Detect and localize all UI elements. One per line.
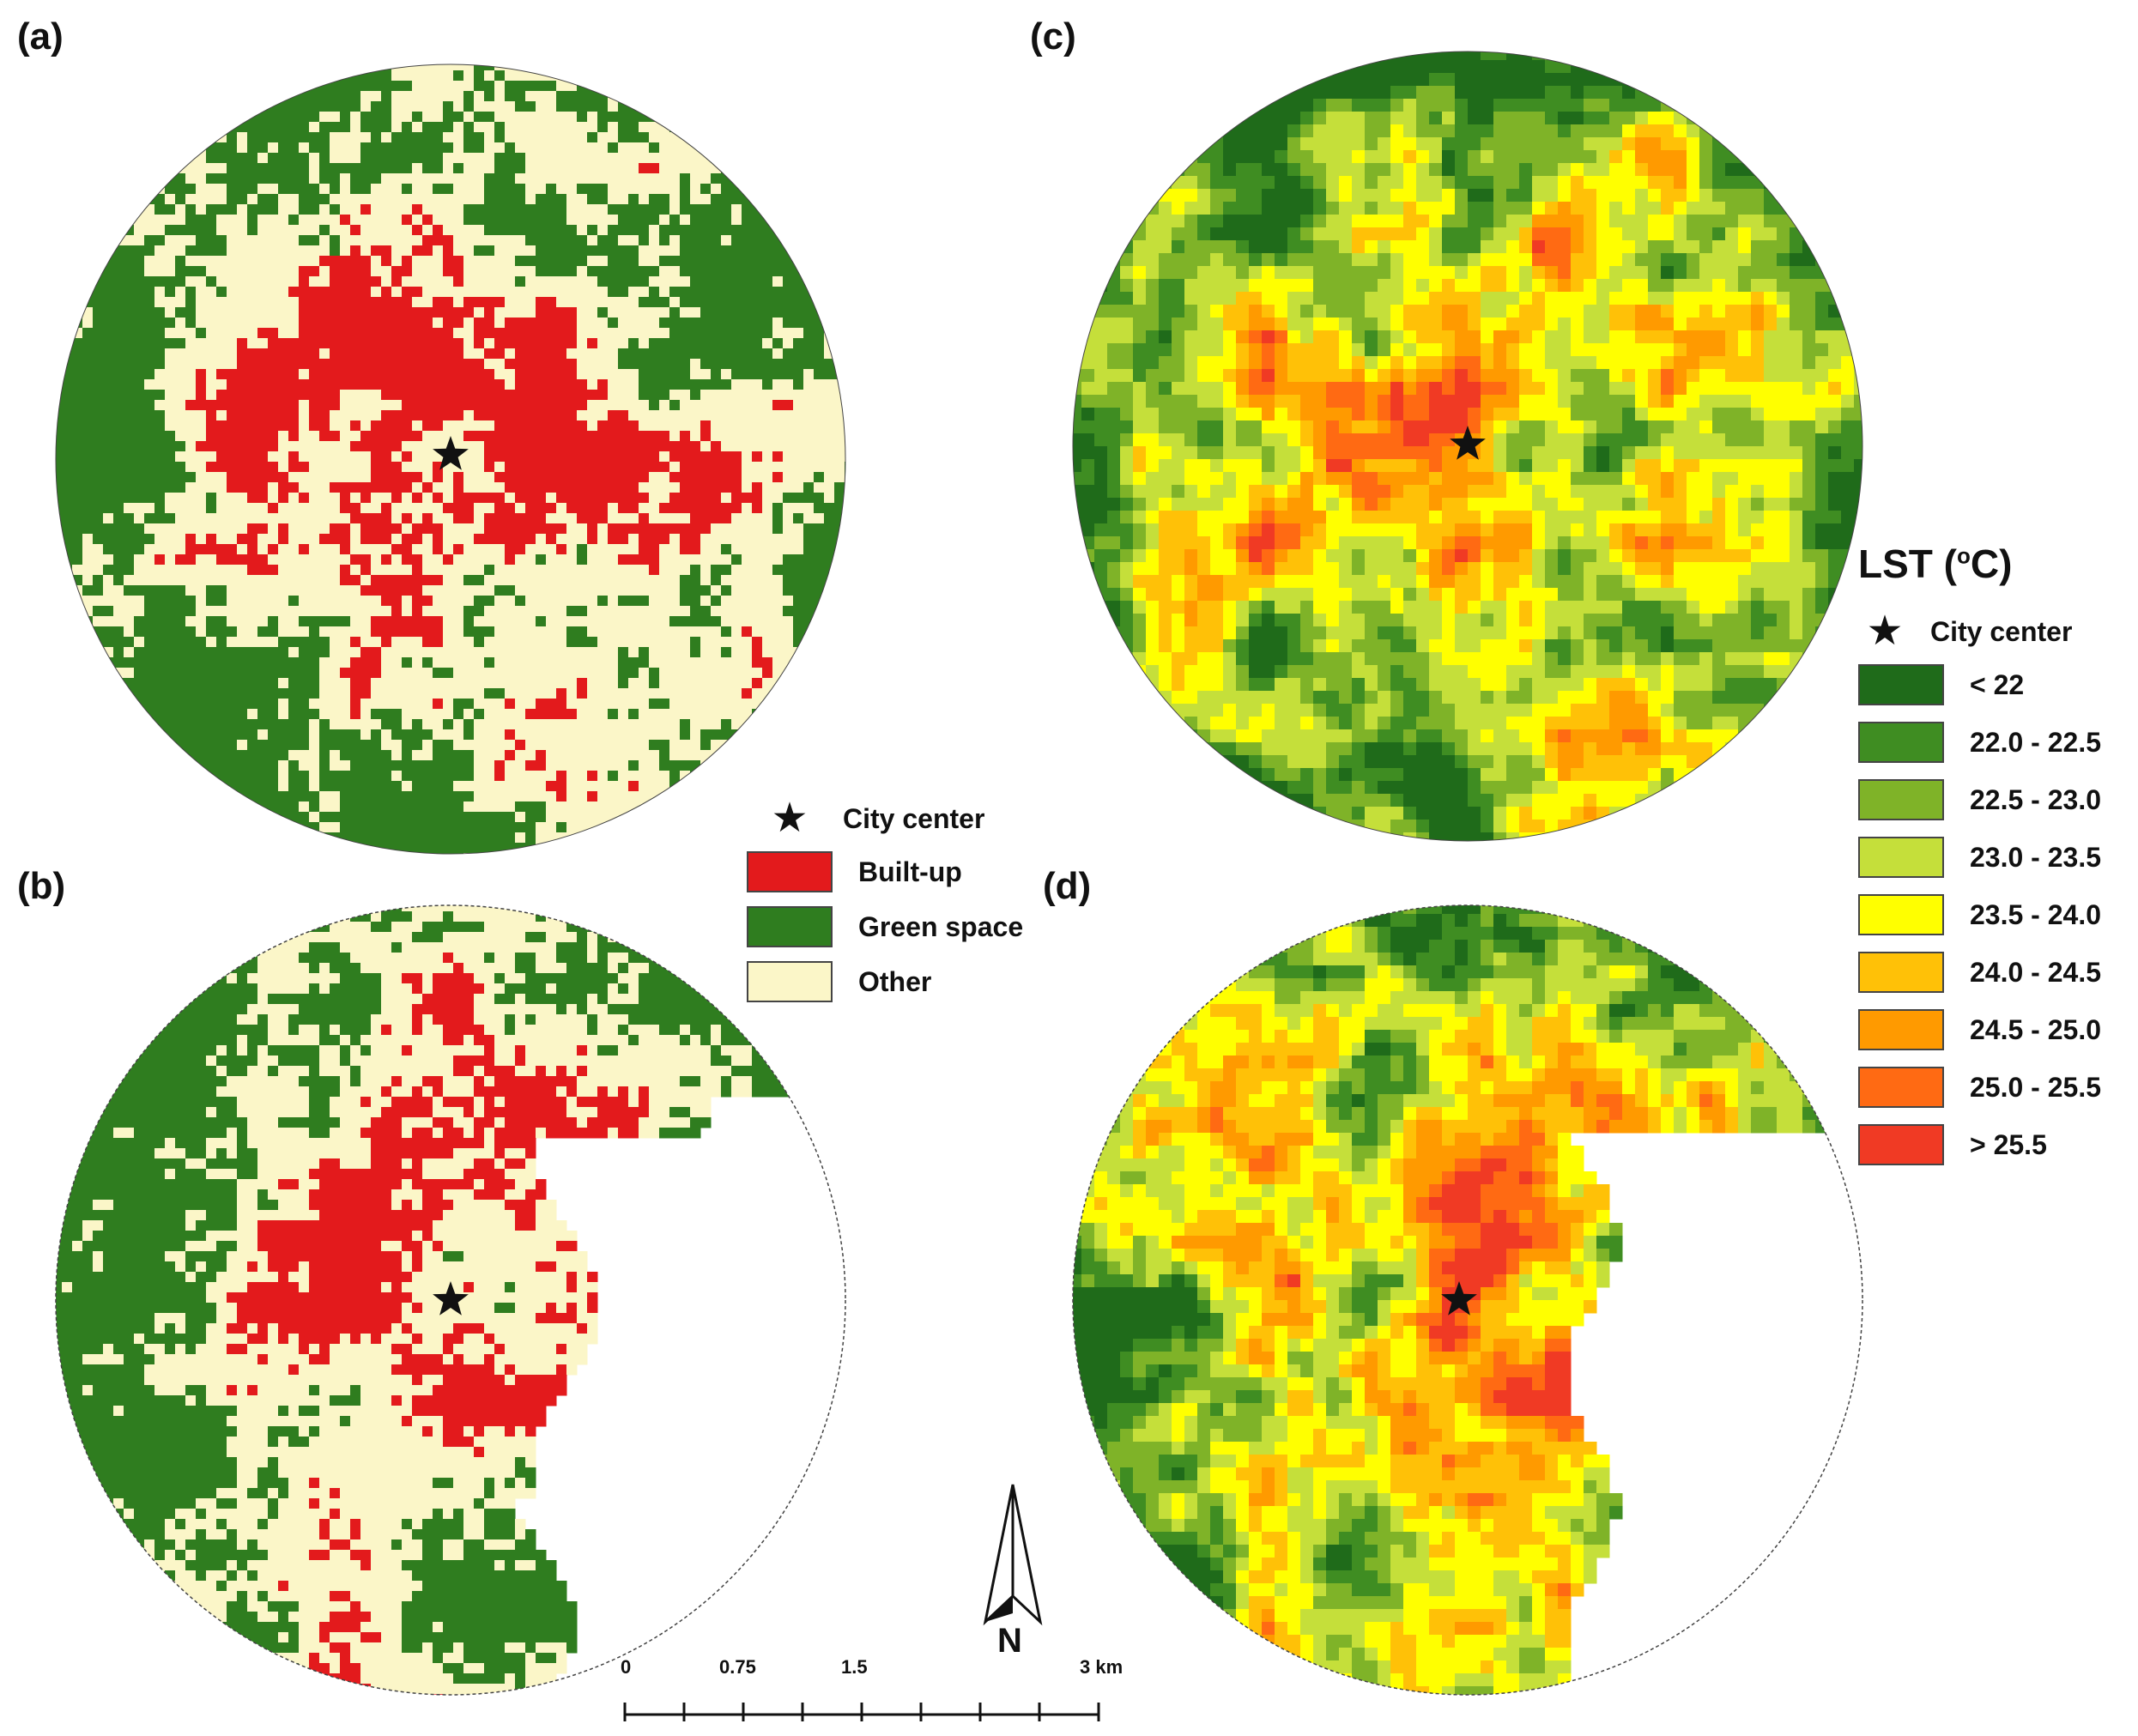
lst-class-swatch [1858,779,1944,820]
lst-class-label: 22.0 - 22.5 [1970,726,2101,758]
lst-legend-class: 23.5 - 24.0 [1858,894,2101,935]
panel-label-a: (a) [17,15,64,57]
lst-legend-city-center-label: City center [1930,615,2073,647]
north-arrow-label: N [997,1622,1022,1660]
lst-map-d [1069,901,1867,1699]
built-up-swatch [747,851,833,892]
lst-legend-class: 22.5 - 23.0 [1858,779,2101,820]
lst-class-label: < 22 [1970,668,2025,700]
legend-city-center-label: City center [843,802,985,834]
north-arrow: N [978,1476,1047,1660]
scale-bar: 0 0.75 1.5 3 km [601,1656,1133,1725]
landcover-map-b [51,901,850,1699]
legend-built-up-label: Built-up [858,856,962,887]
star-icon: ★ [1866,608,1904,654]
lst-class-label: > 25.5 [1970,1128,2047,1160]
lst-class-label: 24.5 - 25.0 [1970,1013,2101,1045]
star-icon: ★ [771,795,809,841]
map-boundary [55,64,846,855]
lst-legend-class: > 25.5 [1858,1124,2047,1165]
lst-legend-class: 23.0 - 23.5 [1858,837,2101,878]
lst-class-swatch [1858,664,1944,705]
map-boundary [1072,904,1863,1696]
lst-legend-class: 24.5 - 25.0 [1858,1009,2101,1050]
lst-legend-class: 22.0 - 22.5 [1858,722,2101,763]
scale-label-0: 0 [621,1656,632,1678]
lst-class-swatch [1858,894,1944,935]
lst-legend-city-center: ★ City center [1858,611,2072,652]
panel-label-b: (b) [17,865,66,907]
other-swatch [747,961,833,1002]
lst-class-label: 25.0 - 25.5 [1970,1071,2101,1103]
scale-label-3km: 3 km [1080,1656,1124,1678]
lst-class-label: 22.5 - 23.0 [1970,783,2101,815]
legend-green-space: Green space [747,906,1023,947]
north-arrow-icon [983,1484,1043,1626]
legend-built-up: Built-up [747,851,962,892]
legend-city-center: ★ City center [747,798,984,839]
lst-map-c [1069,47,1867,845]
panel-label-c: (c) [1030,15,1076,57]
lst-class-swatch [1858,1067,1944,1108]
lst-legend-class: 25.0 - 25.5 [1858,1067,2101,1108]
city-center-star-icon [433,1281,469,1316]
city-center-star-icon [1441,1281,1477,1316]
lst-legend-class: < 22 [1858,664,2024,705]
lst-class-label: 23.5 - 24.0 [1970,898,2101,930]
lst-legend-title: LST (oC) [1858,541,2013,586]
lst-class-swatch [1858,952,1944,993]
panel-label-d: (d) [1043,865,1092,907]
legend-other-label: Other [858,965,932,997]
scale-label-15: 1.5 [841,1656,868,1678]
green-space-swatch [747,906,833,947]
lst-class-swatch [1858,1124,1944,1165]
lst-class-swatch [1858,837,1944,878]
lst-class-label: 23.0 - 23.5 [1970,841,2101,873]
city-center-star-icon [433,436,469,470]
legend-green-space-label: Green space [858,910,1024,942]
lst-class-swatch [1858,722,1944,763]
scale-label-075: 0.75 [719,1656,756,1678]
legend-other: Other [747,961,931,1002]
landcover-map-a [51,60,850,858]
lst-legend-class: 24.0 - 24.5 [1858,952,2101,993]
map-boundary [55,904,846,1696]
city-center-star-icon [1450,426,1486,460]
lst-class-label: 24.0 - 24.5 [1970,956,2101,988]
lst-class-swatch [1858,1009,1944,1050]
scale-bar-line [623,1703,1100,1721]
map-boundary [1072,51,1863,842]
